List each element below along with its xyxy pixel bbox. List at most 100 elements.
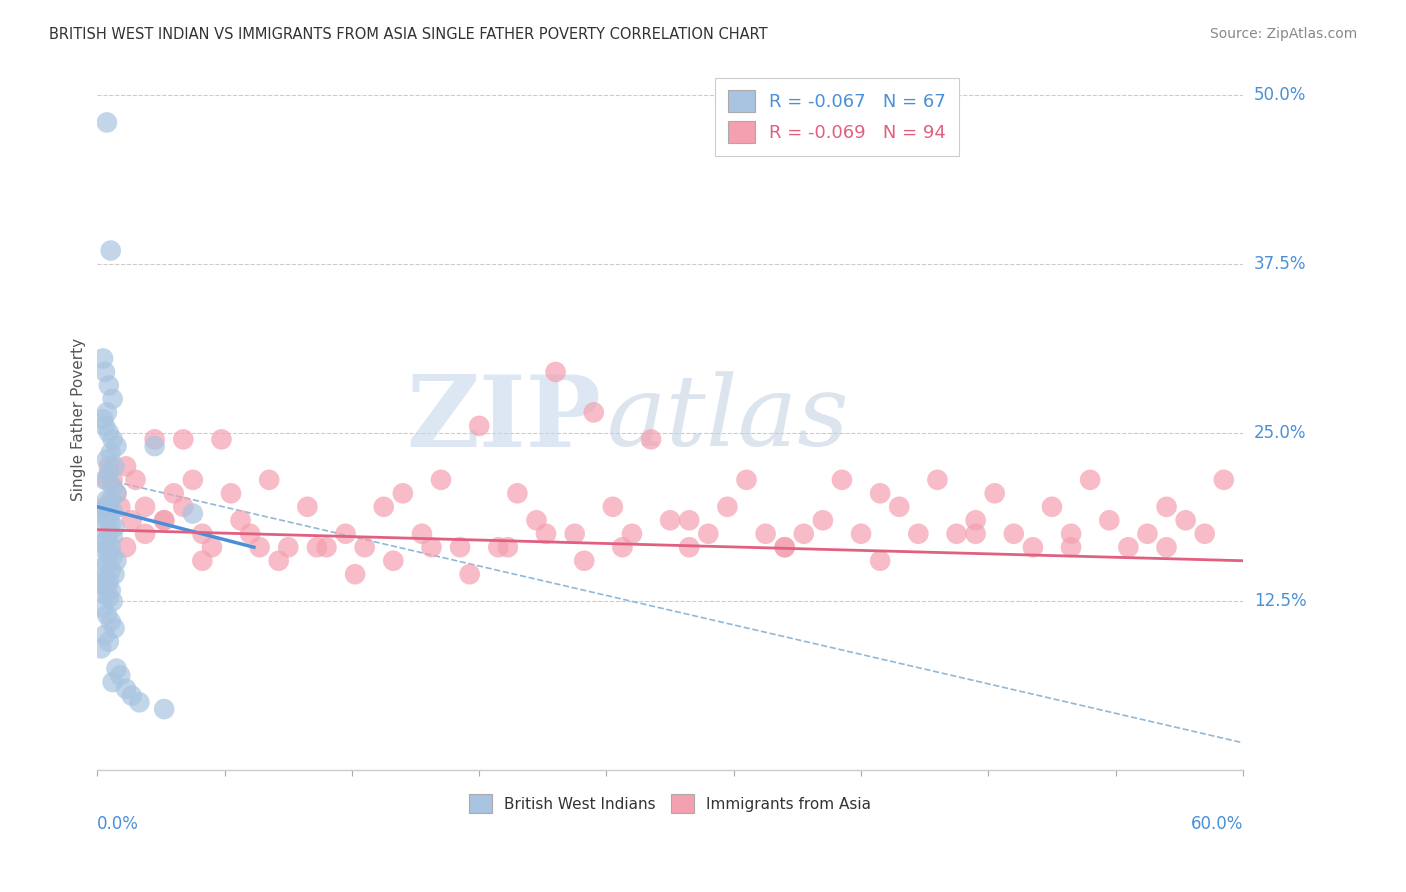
Point [640,433,662,447]
Point [97,425,120,440]
Point [1156,541,1178,555]
Point [229,513,252,527]
Point [115,681,138,696]
Point [373,500,395,514]
Text: 12.5%: 12.5% [1254,592,1306,610]
Point [869,486,891,500]
Point [430,473,453,487]
Point [1136,526,1159,541]
Point [1174,513,1197,527]
Point [91,601,114,615]
Point [1060,526,1083,541]
Point [831,473,853,487]
Point [101,594,124,608]
Point [115,541,138,555]
Point [219,486,242,500]
Point [582,405,605,419]
Point [97,574,120,588]
Point [849,526,872,541]
Point [506,486,529,500]
Point [110,500,132,514]
Point [678,541,700,555]
Point [91,351,114,366]
Point [96,115,118,129]
Point [411,526,433,541]
Point [335,526,357,541]
Point [267,554,290,568]
Point [134,526,156,541]
Point [96,581,118,595]
Legend: British West Indians, Immigrants from Asia: British West Indians, Immigrants from As… [457,782,883,825]
Point [965,526,987,541]
Point [94,473,117,487]
Point [96,533,118,548]
Text: 50.0%: 50.0% [1254,87,1306,104]
Point [420,541,443,555]
Point [735,473,758,487]
Point [103,621,125,635]
Point [101,529,124,543]
Point [100,541,122,555]
Point [181,507,204,521]
Point [153,513,176,527]
Point [153,513,176,527]
Point [1040,500,1063,514]
Point [1212,473,1234,487]
Text: 25.0%: 25.0% [1254,424,1306,442]
Point [468,418,491,433]
Point [153,702,176,716]
Point [124,473,146,487]
Point [534,526,557,541]
Point [773,541,796,555]
Point [115,459,138,474]
Text: BRITISH WEST INDIAN VS IMMIGRANTS FROM ASIA SINGLE FATHER POVERTY CORRELATION CH: BRITISH WEST INDIAN VS IMMIGRANTS FROM A… [49,27,768,42]
Point [201,541,224,555]
Point [1098,513,1121,527]
Point [486,541,509,555]
Point [1060,541,1083,555]
Point [449,541,471,555]
Point [97,466,120,480]
Point [128,695,150,709]
Point [249,541,271,555]
Point [526,513,548,527]
Point [574,554,596,568]
Point [239,526,262,541]
Point [907,526,929,541]
Point [96,473,118,487]
Point [811,513,834,527]
Point [110,668,132,682]
Point [94,418,117,433]
Point [353,541,375,555]
Point [94,502,117,516]
Point [105,662,128,676]
Point [344,567,367,582]
Text: Source: ZipAtlas.com: Source: ZipAtlas.com [1209,27,1357,41]
Point [105,486,128,500]
Point [382,554,405,568]
Point [101,473,124,487]
Point [94,628,117,642]
Point [96,493,118,508]
Y-axis label: Single Father Poverty: Single Father Poverty [72,337,86,500]
Point [101,504,124,518]
Point [100,563,122,577]
Point [97,547,120,561]
Point [392,486,415,500]
Point [96,607,118,622]
Point [134,500,156,514]
Point [191,526,214,541]
Point [945,526,967,541]
Point [94,543,117,558]
Point [297,500,319,514]
Point [100,615,122,629]
Point [1002,526,1025,541]
Point [100,446,122,460]
Point [105,486,128,500]
Point [94,587,117,601]
Point [697,526,720,541]
Point [94,523,117,537]
Point [97,459,120,474]
Point [181,473,204,487]
Point [103,567,125,582]
